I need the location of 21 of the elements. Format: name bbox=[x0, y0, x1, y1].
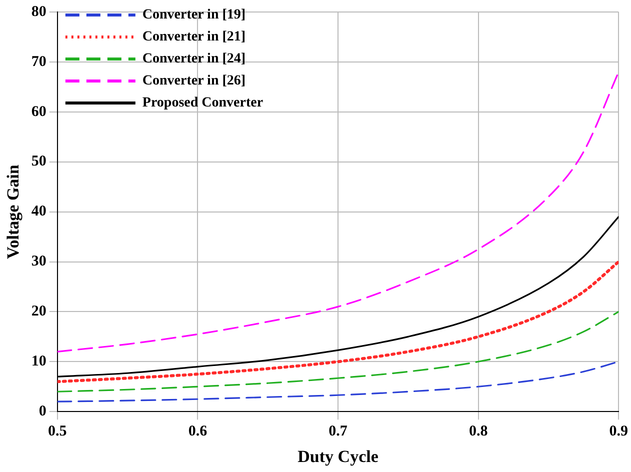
x-tick-label: 0.6 bbox=[188, 423, 208, 440]
y-axis-title: Voltage Gain bbox=[4, 164, 23, 259]
x-tick-label: 0.5 bbox=[48, 423, 67, 440]
y-tick-label: 70 bbox=[31, 54, 46, 70]
legend-label: Converter in [24] bbox=[142, 52, 246, 67]
legend-label: Converter in [26] bbox=[142, 74, 246, 89]
legend-label: Proposed Converter bbox=[142, 96, 264, 111]
y-tick-label: 60 bbox=[31, 104, 46, 120]
x-tick-label: 0.9 bbox=[609, 423, 628, 440]
y-tick-label: 30 bbox=[31, 254, 46, 270]
y-tick-label: 40 bbox=[31, 204, 46, 220]
y-tick-label: 50 bbox=[31, 154, 46, 170]
legend-label: Converter in [21] bbox=[142, 30, 246, 45]
y-tick-label: 0 bbox=[38, 403, 46, 420]
y-tick-label: 80 bbox=[31, 4, 46, 20]
y-tick-label: 10 bbox=[31, 354, 46, 370]
legend-label: Converter in [19] bbox=[142, 8, 246, 23]
x-tick-label: 0.8 bbox=[468, 423, 488, 440]
x-tick-label: 0.7 bbox=[328, 423, 348, 440]
y-tick-label: 20 bbox=[31, 304, 46, 320]
x-axis-title: Duty Cycle bbox=[298, 447, 379, 466]
